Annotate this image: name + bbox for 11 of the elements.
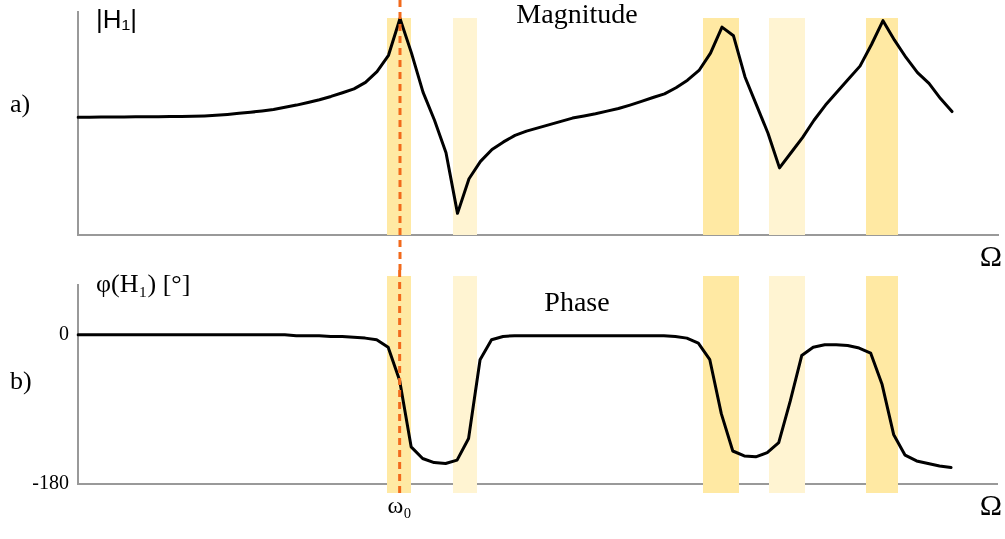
text: a) — [10, 88, 31, 118]
y-axis-title: φ(H₁) [°] — [96, 268, 191, 298]
y-axis-title: |H₁| — [96, 4, 138, 35]
text: b) — [10, 365, 32, 395]
x-tick-label: ω₀ — [387, 491, 412, 518]
x-axis-title: Ω — [979, 488, 1002, 522]
chart-title: Magnitude — [516, 0, 638, 30]
x-axis-title: Ω — [979, 238, 1002, 272]
chart-title: Phase — [544, 286, 610, 318]
y-tick-label: -180 — [32, 471, 69, 494]
y-tick-label: 0 — [59, 322, 69, 345]
